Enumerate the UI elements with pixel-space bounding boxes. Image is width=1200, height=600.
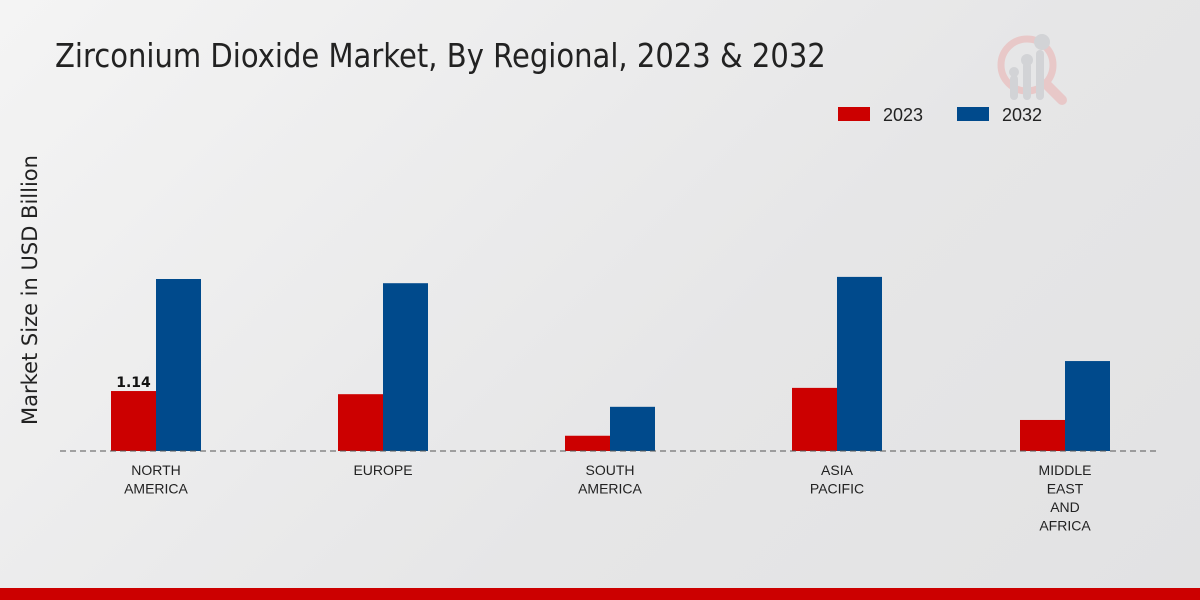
bar-2032-4 [1065, 361, 1110, 451]
data-label: 1.14 [116, 375, 151, 391]
x-tick-label: EUROPE [353, 462, 412, 478]
x-tick-label: MIDDLE [1039, 462, 1092, 478]
bar-2023-3 [792, 387, 837, 451]
bar-2032-2 [610, 406, 655, 451]
bar-2023-0 [111, 391, 156, 451]
x-tick-label: NORTH [131, 462, 181, 478]
x-tick-label: AMERICA [578, 481, 642, 497]
x-tick-label: EAST [1047, 481, 1084, 497]
legend-label-2023: 2023 [883, 105, 923, 125]
x-tick-label: ASIA [821, 462, 854, 478]
bar-2023-1 [338, 394, 383, 451]
x-tick-label: SOUTH [586, 462, 635, 478]
x-tick-label: AFRICA [1039, 518, 1091, 534]
footer-bar [0, 588, 1200, 600]
chart-title: Zirconium Dioxide Market, By Regional, 2… [55, 36, 826, 75]
bar-2032-1 [383, 283, 428, 451]
legend-swatch-2023 [838, 107, 870, 121]
legend-label-2032: 2032 [1002, 105, 1042, 125]
bar-2032-3 [837, 276, 882, 451]
bar-2032-0 [156, 278, 201, 451]
legend-swatch-2032 [957, 107, 989, 121]
bar-2023-4 [1020, 419, 1065, 451]
x-tick-label: AMERICA [124, 481, 188, 497]
bar-2023-2 [565, 435, 610, 451]
x-tick-label: PACIFIC [810, 481, 864, 497]
x-tick-label: AND [1050, 499, 1080, 515]
